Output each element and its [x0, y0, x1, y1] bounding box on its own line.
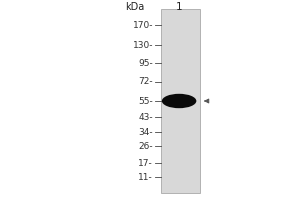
Ellipse shape — [162, 94, 196, 108]
Text: 1: 1 — [176, 2, 183, 12]
Text: 72-: 72- — [138, 77, 153, 86]
Bar — [160, 9, 200, 193]
Text: 34-: 34- — [138, 128, 153, 137]
Text: 26-: 26- — [138, 142, 153, 151]
Text: 95-: 95- — [138, 58, 153, 68]
Text: 130-: 130- — [133, 40, 153, 49]
Text: 11-: 11- — [138, 172, 153, 182]
Text: 55-: 55- — [138, 97, 153, 106]
Text: 170-: 170- — [133, 21, 153, 29]
Text: 43-: 43- — [138, 112, 153, 121]
Text: 17-: 17- — [138, 159, 153, 168]
Text: kDa: kDa — [125, 2, 144, 12]
